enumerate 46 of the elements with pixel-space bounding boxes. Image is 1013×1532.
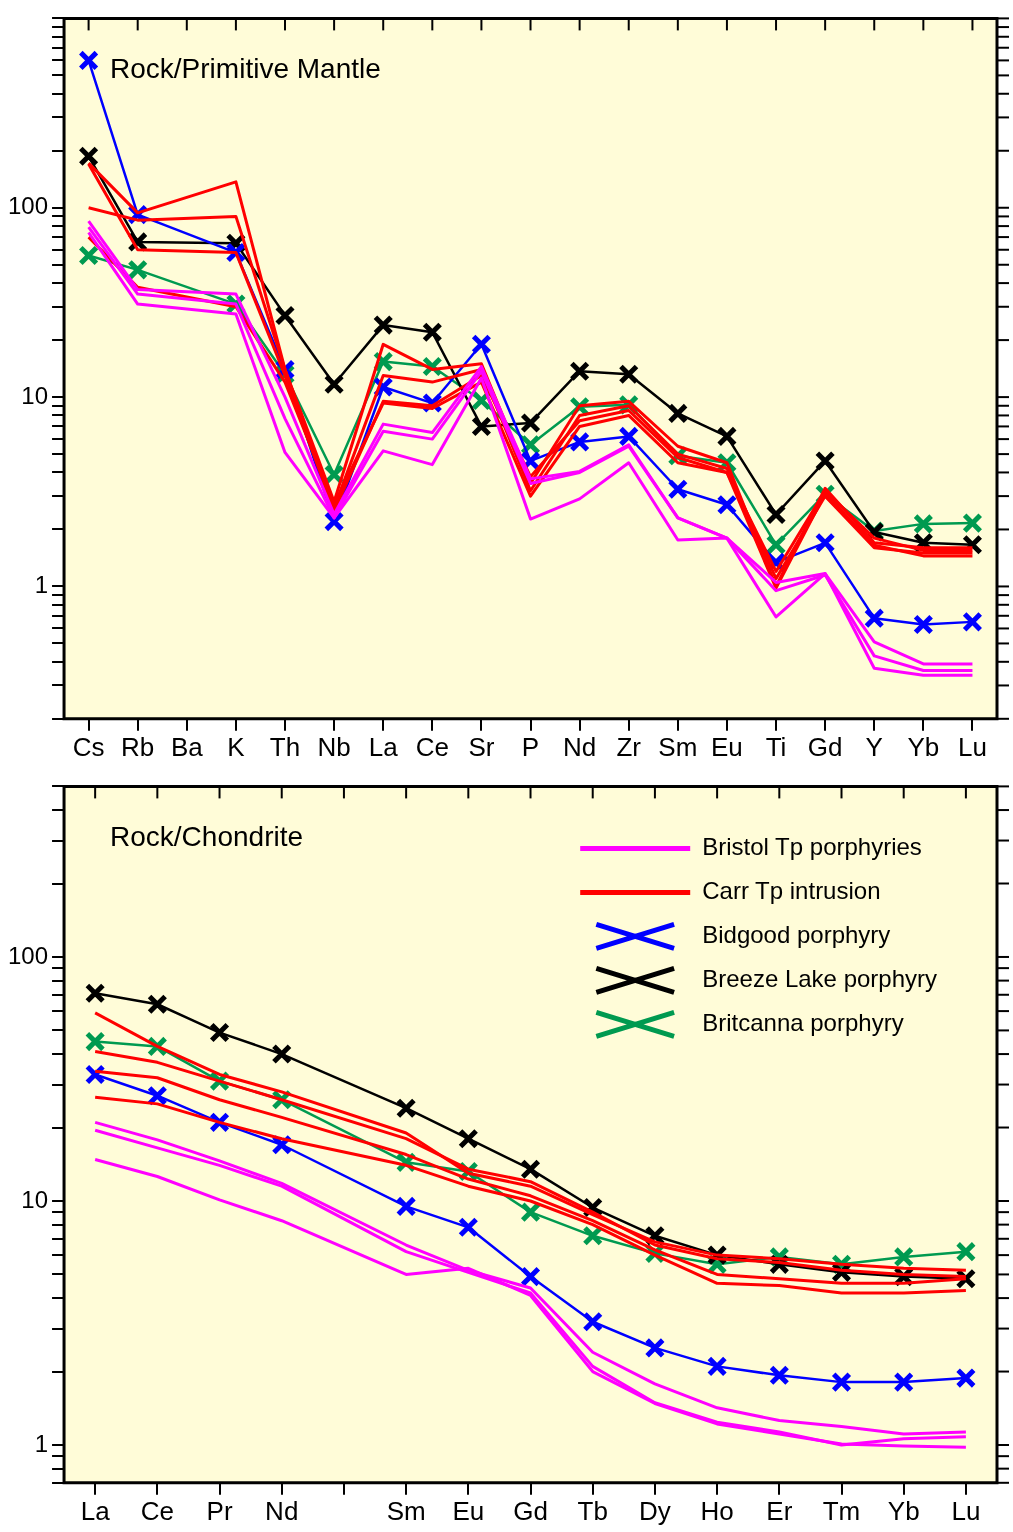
x-tick-label: Y bbox=[865, 731, 883, 762]
y-tick-label: 10 bbox=[21, 381, 49, 409]
y-tick-label: 100 bbox=[8, 941, 49, 969]
y-tick-label: 100 bbox=[8, 192, 49, 220]
x-tick-label: La bbox=[368, 731, 399, 762]
x-tick-label: Cs bbox=[72, 731, 105, 762]
x-tick-label: Tm bbox=[822, 1495, 861, 1526]
x-tick-label: Nb bbox=[317, 731, 351, 762]
annotation: Rock/Chondrite bbox=[110, 821, 304, 853]
x-tick-label: Sm bbox=[658, 731, 698, 762]
x-tick-label: Pr bbox=[206, 1495, 233, 1526]
legend-label: Carr Tp intrusion bbox=[702, 877, 881, 905]
x-tick-label: Tb bbox=[577, 1495, 608, 1526]
x-tick-label: Gd bbox=[807, 731, 843, 762]
x-tick-label: Eu bbox=[452, 1495, 485, 1526]
x-tick-label: Nd bbox=[563, 731, 597, 762]
x-tick-label: Gd bbox=[513, 1495, 548, 1526]
legend-label: Breeze Lake porphyry bbox=[702, 965, 937, 993]
x-tick-label: K bbox=[227, 731, 246, 762]
x-tick-label: Eu bbox=[711, 731, 743, 762]
x-tick-label: Ho bbox=[700, 1495, 734, 1526]
x-tick-label: P bbox=[521, 731, 540, 762]
x-tick-label: Lu bbox=[957, 731, 987, 762]
legend-label: Britcanna porphyry bbox=[702, 1009, 904, 1037]
y-tick-label: 1 bbox=[34, 1429, 49, 1457]
x-tick-label: Zr bbox=[616, 731, 642, 762]
x-tick-label: Sm bbox=[386, 1495, 426, 1526]
x-tick-label: Sr bbox=[468, 731, 495, 762]
x-tick-label: Yb bbox=[887, 1495, 920, 1526]
y-tick-label: 1 bbox=[34, 571, 49, 599]
x-tick-label: Th bbox=[269, 731, 301, 762]
x-tick-label: Nd bbox=[265, 1495, 299, 1526]
x-tick-label: Ce bbox=[140, 1495, 174, 1526]
x-tick-label: La bbox=[80, 1495, 111, 1526]
x-tick-label: Er bbox=[766, 1495, 793, 1526]
x-tick-label: Yb bbox=[907, 731, 940, 762]
x-tick-label: Ti bbox=[765, 731, 787, 762]
x-tick-label: Lu bbox=[951, 1495, 981, 1526]
x-tick-label: Ba bbox=[170, 731, 204, 762]
x-tick-label: Ce bbox=[415, 731, 449, 762]
legend-label: Bidgood porphyry bbox=[702, 921, 891, 949]
y-tick-label: 10 bbox=[21, 1185, 49, 1213]
annotation: Rock/Primitive Mantle bbox=[110, 53, 381, 85]
x-tick-label: Rb bbox=[121, 731, 155, 762]
legend-label: Bristol Tp porphyries bbox=[702, 833, 922, 861]
x-tick-label: Dy bbox=[639, 1495, 671, 1526]
